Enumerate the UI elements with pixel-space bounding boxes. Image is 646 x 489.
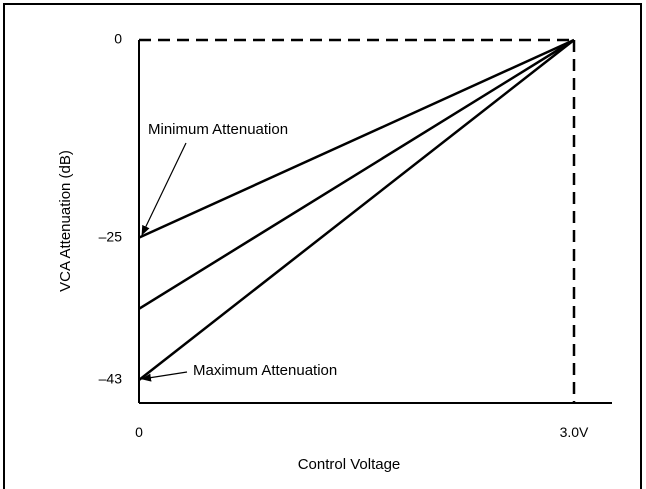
series-line-minimum bbox=[138, 38, 575, 239]
series-line-middle bbox=[138, 38, 575, 310]
maximum-attenuation-label: Maximum Attenuation bbox=[193, 362, 337, 379]
x-axis-label: Control Voltage bbox=[298, 456, 401, 473]
y-tick-label-minus-43: –43 bbox=[99, 371, 123, 387]
x-tick-label-3v: 3.0V bbox=[560, 424, 589, 440]
y-tick-label-0: 0 bbox=[114, 31, 122, 47]
minimum-attenuation-arrow bbox=[141, 142, 187, 236]
maximum-attenuation-arrow bbox=[141, 371, 188, 382]
series-line-maximum bbox=[138, 39, 575, 381]
chart-frame bbox=[3, 3, 642, 489]
y-tick-label-minus-25: –25 bbox=[99, 228, 123, 244]
minimum-attenuation-label: Minimum Attenuation bbox=[148, 121, 288, 138]
y-axis-label: VCA Attenuation (dB) bbox=[57, 150, 74, 292]
x-tick-label-0: 0 bbox=[135, 424, 143, 440]
